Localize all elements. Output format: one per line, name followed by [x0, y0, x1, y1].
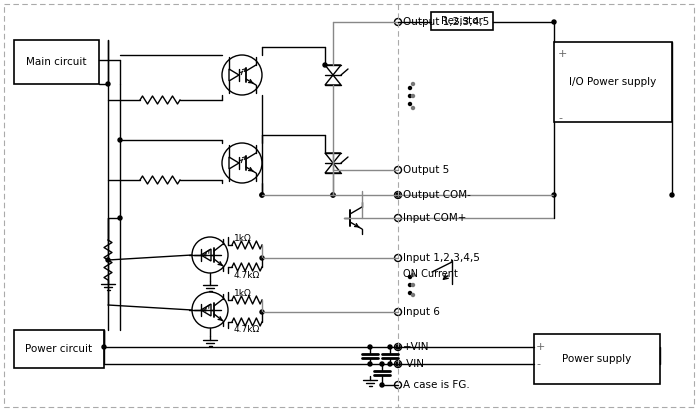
Text: Input 1,2,3,4,5: Input 1,2,3,4,5 [403, 253, 480, 263]
Text: ON Current: ON Current [403, 269, 458, 279]
Circle shape [396, 362, 400, 366]
Circle shape [395, 255, 402, 262]
Circle shape [409, 103, 412, 105]
Bar [14, 40, 99, 84]
Text: -: - [536, 359, 540, 369]
Bar [431, 12, 493, 30]
Bar [534, 334, 660, 384]
Circle shape [395, 19, 402, 26]
Circle shape [118, 216, 122, 220]
Circle shape [395, 166, 402, 173]
Circle shape [260, 310, 264, 314]
Circle shape [395, 382, 402, 389]
Text: Output 5: Output 5 [403, 165, 449, 175]
Text: -VIN: -VIN [403, 359, 424, 369]
Text: +VIN: +VIN [403, 342, 430, 352]
Circle shape [106, 82, 110, 86]
Circle shape [118, 138, 122, 142]
Circle shape [331, 193, 335, 197]
Circle shape [331, 193, 335, 197]
Text: Output 1,2,3,4,5: Output 1,2,3,4,5 [403, 17, 489, 27]
Circle shape [260, 256, 264, 260]
Bar [14, 330, 104, 368]
Circle shape [409, 94, 412, 98]
Circle shape [409, 292, 412, 295]
Circle shape [395, 192, 402, 199]
Circle shape [412, 293, 414, 297]
Circle shape [412, 106, 414, 110]
Circle shape [222, 55, 262, 95]
Circle shape [670, 193, 674, 197]
Circle shape [368, 345, 372, 349]
Text: 4.7kΩ: 4.7kΩ [234, 325, 260, 335]
Text: +: + [558, 49, 568, 59]
Circle shape [412, 82, 414, 86]
Text: Power supply: Power supply [562, 354, 631, 364]
Text: 4.7kΩ: 4.7kΩ [234, 271, 260, 279]
Circle shape [395, 344, 402, 351]
Circle shape [260, 193, 264, 197]
Circle shape [552, 20, 556, 24]
Circle shape [260, 193, 264, 197]
Text: +: + [536, 342, 545, 352]
Circle shape [412, 274, 414, 276]
Circle shape [388, 345, 392, 349]
Text: Resistor: Resistor [441, 16, 483, 26]
Circle shape [192, 237, 228, 273]
Circle shape [409, 283, 412, 286]
Circle shape [395, 360, 402, 368]
Bar [554, 42, 672, 122]
Circle shape [412, 94, 414, 98]
Circle shape [395, 309, 402, 316]
Circle shape [380, 383, 384, 387]
Text: Output COM-: Output COM- [403, 190, 471, 200]
Circle shape [396, 345, 400, 349]
Text: Input COM+: Input COM+ [403, 213, 466, 223]
Circle shape [396, 193, 400, 197]
Text: 1kΩ: 1kΩ [234, 234, 252, 243]
Text: A case is FG.: A case is FG. [403, 380, 470, 390]
Circle shape [409, 276, 412, 279]
Circle shape [388, 362, 392, 366]
Circle shape [106, 258, 110, 262]
Circle shape [192, 292, 228, 328]
Text: Main circuit: Main circuit [26, 57, 86, 67]
Text: I/O Power supply: I/O Power supply [569, 77, 657, 87]
Circle shape [412, 283, 414, 286]
Circle shape [368, 362, 372, 366]
Text: Power circuit: Power circuit [25, 344, 92, 354]
Circle shape [102, 345, 106, 349]
Text: Input 6: Input 6 [403, 307, 440, 317]
Circle shape [323, 63, 327, 67]
Circle shape [552, 193, 556, 197]
Text: 1kΩ: 1kΩ [234, 288, 252, 297]
Circle shape [395, 215, 402, 222]
Circle shape [222, 143, 262, 183]
Text: -: - [558, 113, 562, 123]
Circle shape [409, 87, 412, 89]
Circle shape [380, 362, 384, 366]
